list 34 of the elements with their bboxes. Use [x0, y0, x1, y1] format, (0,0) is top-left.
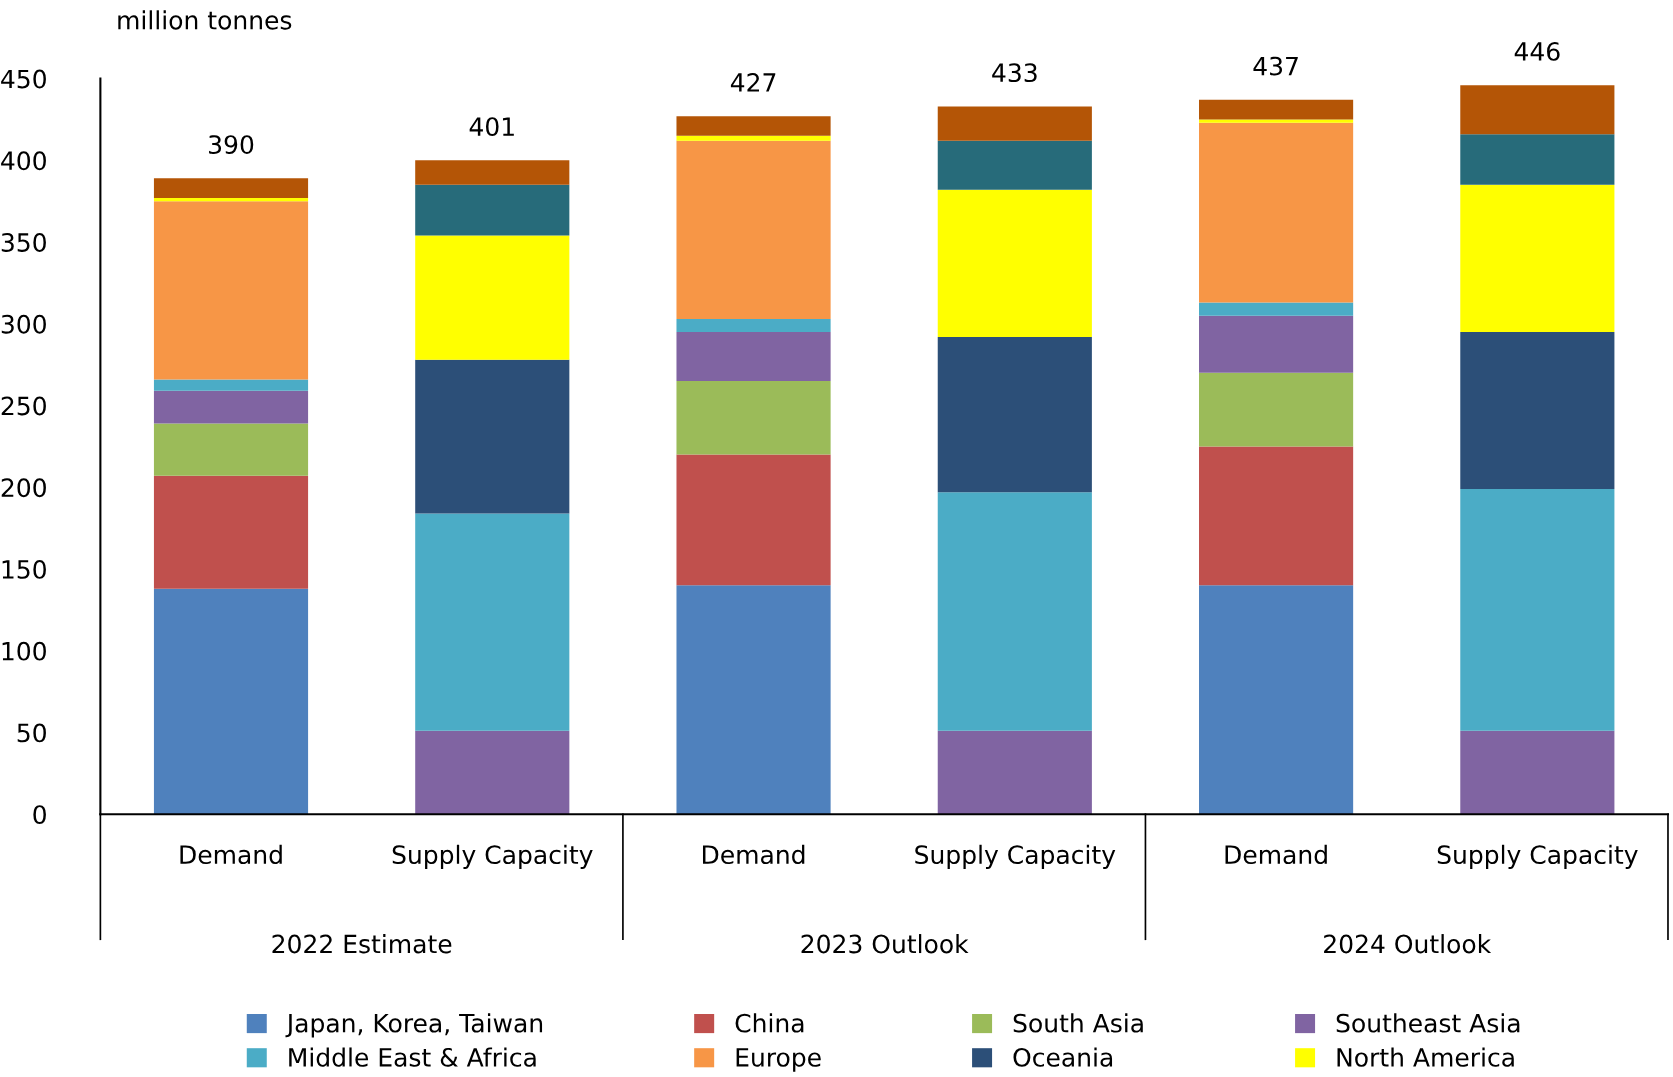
text: 2022 Estimate	[272, 934, 452, 954]
x-tick-label: Supply Capacity	[915, 844, 1116, 869]
legend-label: Oceania	[1013, 1047, 1113, 1067]
x-tick-label: Demand	[180, 844, 282, 865]
y-tick-label: 50	[17, 723, 46, 743]
y-tick-label: 350	[1, 233, 46, 252]
total-label: 427	[730, 73, 776, 92]
legend-label: Southeast Asia	[1336, 1013, 1520, 1033]
total-label: 446	[1514, 41, 1560, 61]
text: 2023 Outlook	[801, 934, 969, 954]
total-label: 433	[992, 63, 1037, 83]
legend-label: Europe	[736, 1048, 821, 1072]
x-tick-label: Supply Capacity	[392, 844, 593, 869]
y-axis-title: million tonnes	[118, 10, 292, 30]
x-tick-label: Demand	[702, 844, 805, 865]
y-tick-label: 200	[1, 478, 46, 498]
legend-label: South Asia	[1013, 1013, 1143, 1033]
legend-label: China	[735, 1013, 804, 1033]
legend-label: Middle East & Africa	[289, 1047, 536, 1067]
y-tick-label: 100	[2, 641, 46, 661]
x-tick-label: Supply Capacity	[1437, 844, 1638, 869]
total-label: 401	[469, 117, 514, 137]
y-tick-label: 300	[1, 314, 46, 334]
x-tick-label: Demand	[1225, 844, 1327, 865]
total-label: 390	[209, 135, 254, 155]
y-tick-label: 150	[2, 559, 46, 579]
total-label: 437	[1253, 56, 1298, 76]
y-tick-label: 0	[33, 805, 46, 825]
y-tick-label: 400	[1, 151, 46, 171]
y-tick-label: 450	[1, 69, 46, 89]
y-tick-label: 250	[1, 396, 46, 416]
legend-label: Japan, Korea, Taiwan	[285, 1013, 543, 1038]
legend-label: North America	[1337, 1047, 1514, 1067]
text: 2024 Outlook	[1324, 934, 1492, 954]
